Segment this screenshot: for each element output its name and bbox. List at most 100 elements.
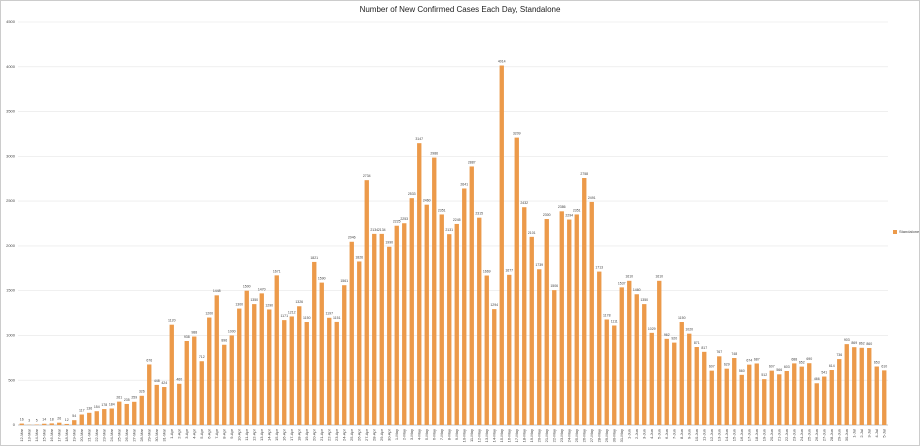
data-label: 512 xyxy=(761,373,767,377)
data-label: 136 xyxy=(86,407,92,411)
bar xyxy=(282,320,287,425)
x-tick-label: 24-Jun xyxy=(799,429,804,441)
bar xyxy=(499,65,504,426)
bar xyxy=(627,280,632,425)
bar xyxy=(852,347,857,425)
bar xyxy=(634,294,639,425)
x-tick-label: 23-May xyxy=(559,429,564,442)
bar xyxy=(154,384,159,425)
bar xyxy=(694,346,699,425)
data-label: 460 xyxy=(176,378,182,382)
bar xyxy=(649,332,654,425)
bar xyxy=(109,408,114,425)
x-tick-label: 3-Apr xyxy=(184,428,189,438)
x-tick-label: 25-May xyxy=(574,429,579,442)
bar xyxy=(327,317,332,425)
bar xyxy=(664,338,669,425)
bar xyxy=(447,234,452,425)
x-tick-label: 7-Apr xyxy=(214,428,219,438)
data-label: 607 xyxy=(709,365,715,369)
x-tick-label: 11-Apr xyxy=(244,428,249,440)
data-label: 54 xyxy=(72,414,76,418)
bar xyxy=(484,275,489,425)
data-label: 1300 xyxy=(235,302,243,306)
data-label: 676 xyxy=(146,358,152,362)
data-label: 3 xyxy=(28,419,30,423)
data-label: 326 xyxy=(139,390,145,394)
data-label: 869 xyxy=(851,341,857,345)
x-tick-label: 26-Apr xyxy=(356,428,361,441)
bar xyxy=(417,143,422,425)
bar xyxy=(199,361,204,425)
data-label: 466 xyxy=(814,377,820,381)
bar xyxy=(792,363,797,425)
data-label: 2758 xyxy=(580,172,588,176)
data-label: 12 xyxy=(65,418,69,422)
x-tick-label: 16-Mar xyxy=(49,428,54,441)
bar xyxy=(334,321,339,425)
bar xyxy=(717,356,722,425)
bar xyxy=(289,316,294,425)
data-label: 862 xyxy=(859,342,865,346)
x-tick-label: 2-Apr xyxy=(176,428,181,438)
bar xyxy=(214,295,219,425)
data-label: 3147 xyxy=(415,137,423,141)
bar xyxy=(672,342,677,425)
data-label: 1171 xyxy=(280,314,288,318)
bar xyxy=(169,324,174,425)
bar xyxy=(822,376,827,425)
x-tick-label: 29-Mar xyxy=(146,428,151,441)
x-tick-label: 23-Mar xyxy=(101,428,106,441)
bar xyxy=(462,188,467,425)
x-tick-label: 26-Jun xyxy=(814,429,819,441)
data-label: 817 xyxy=(701,346,707,350)
data-label: 962 xyxy=(664,333,670,337)
data-label: 871 xyxy=(694,341,700,345)
data-label: 1677 xyxy=(505,269,513,273)
data-label: 1561 xyxy=(340,279,348,283)
bar xyxy=(439,214,444,425)
bar xyxy=(87,412,92,425)
data-label: 1590 xyxy=(318,277,326,281)
y-tick-label: 3500 xyxy=(6,109,16,114)
x-tick-label: 12-May xyxy=(476,429,481,442)
bar xyxy=(814,383,819,425)
data-label: 1326 xyxy=(295,300,303,304)
bar xyxy=(507,274,512,425)
bar xyxy=(79,414,84,425)
data-label: 2351 xyxy=(573,208,581,212)
data-label: 259 xyxy=(131,396,137,400)
x-tick-label: 18-Jun xyxy=(754,429,759,441)
data-label: 2315 xyxy=(475,212,483,216)
bar xyxy=(49,423,54,425)
x-tick-label: 11-May xyxy=(469,429,474,442)
bar xyxy=(559,211,564,425)
data-label: 988 xyxy=(191,330,197,334)
data-label: 560 xyxy=(739,369,745,373)
data-label: 1111 xyxy=(611,319,618,323)
x-tick-label: 27-Mar xyxy=(131,428,136,441)
bar xyxy=(402,223,407,425)
data-label: 1178 xyxy=(603,313,611,317)
y-tick-label: 4500 xyxy=(6,19,16,24)
data-label: 2300 xyxy=(543,213,551,217)
x-tick-label: 19-Apr xyxy=(304,428,309,441)
x-tick-label: 20-May xyxy=(536,429,541,442)
x-tick-label: 22-May xyxy=(551,429,556,442)
data-label: 603 xyxy=(784,365,790,369)
bar xyxy=(844,344,849,425)
data-label: 1610 xyxy=(625,275,633,279)
x-tick-label: 28-Apr xyxy=(371,428,376,441)
bar xyxy=(432,157,437,426)
x-tick-label: 14-Mar xyxy=(34,428,39,441)
bar xyxy=(319,282,324,425)
data-label: 2134 xyxy=(370,228,378,232)
data-label: 1150 xyxy=(678,316,686,320)
data-label: 1212 xyxy=(288,310,296,314)
bar xyxy=(409,198,414,425)
x-tick-label: 6-Jun xyxy=(664,429,669,439)
x-tick-label: 2-May xyxy=(401,429,406,440)
bar xyxy=(312,261,317,425)
bar xyxy=(724,368,729,425)
y-tick-label: 2500 xyxy=(6,198,16,203)
